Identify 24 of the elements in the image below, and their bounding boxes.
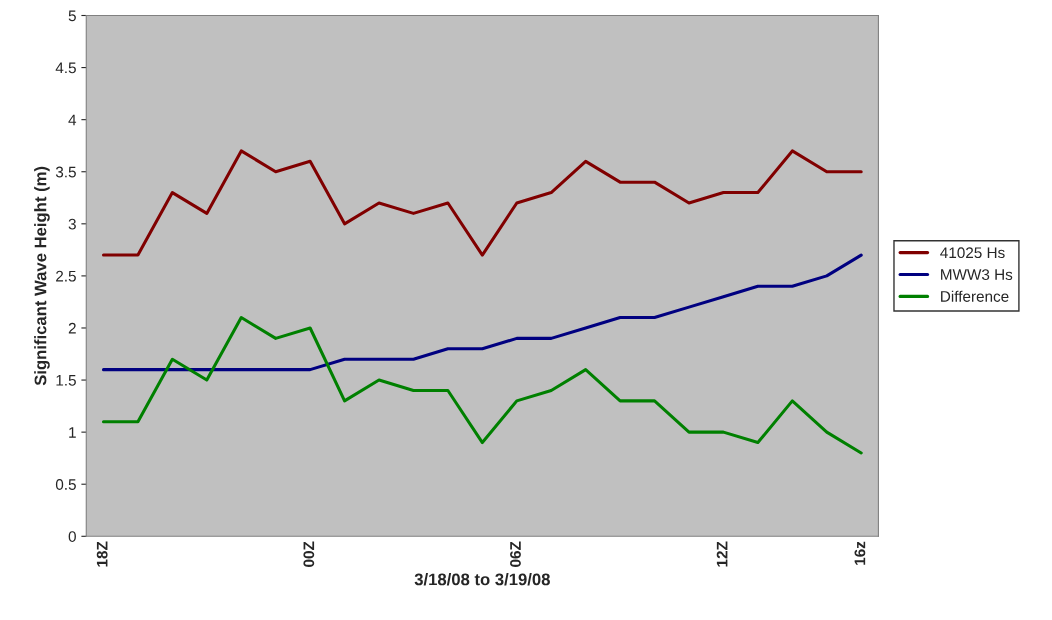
line-series (101, 149, 863, 257)
y-tick-label: 1.5 (56, 375, 76, 386)
x-tick-label: 12Z (716, 541, 728, 567)
y-tick-label: 5 (68, 10, 76, 22)
y-tick-label: 4 (68, 114, 77, 126)
y-tick-label: 1 (69, 427, 76, 438)
legend-label: Difference (941, 290, 1009, 302)
legend-label: MWW3 Hs (941, 269, 1013, 280)
y-tick-label: 3 (68, 218, 76, 230)
x-tick-label: 06Z (510, 541, 521, 567)
y-tick-label: 0.5 (55, 479, 76, 490)
y-axis-title: Significant Wave Height (m) (34, 166, 50, 386)
y-tick-label: 2.5 (56, 270, 76, 282)
line-series (101, 316, 863, 455)
line-series (101, 253, 863, 372)
legend-label: 41025 Hs (940, 247, 1005, 259)
x-tick-label: 18Z (96, 541, 108, 567)
x-axis-title: 3/18/08 to 3/19/08 (414, 573, 550, 586)
x-tick-label: 00Z (303, 541, 315, 567)
y-tick-label: 3.5 (55, 166, 76, 178)
y-tick-label: 4.5 (55, 62, 76, 74)
y-tick-label: 2 (68, 322, 76, 334)
x-tick-label: 16z (854, 541, 866, 565)
y-tick-label: 0 (68, 531, 76, 542)
